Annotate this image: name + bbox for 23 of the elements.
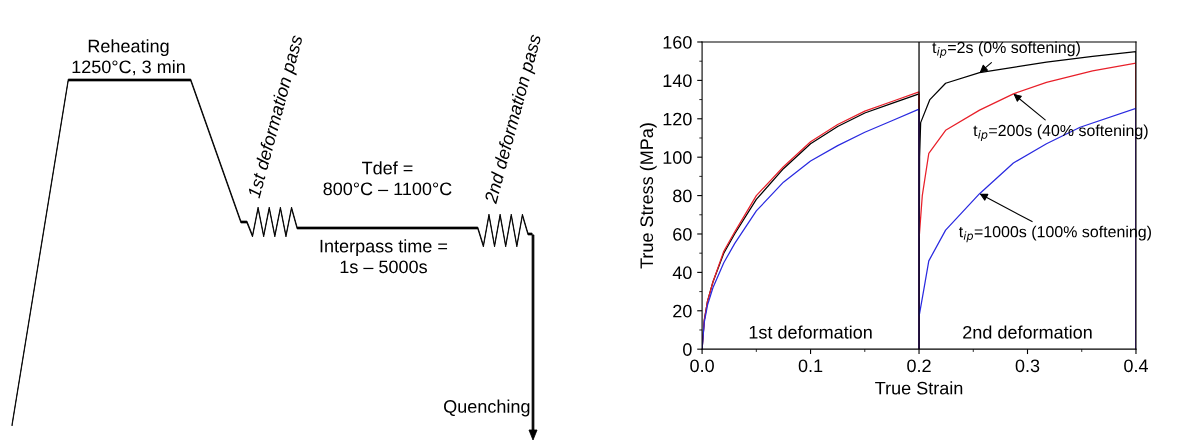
y-axis-title: True Stress (MPa) (639, 123, 657, 269)
x-tick-label: 0.3 (1015, 359, 1040, 373)
text: Tdef = 800°C – 1100°C (323, 161, 452, 196)
y-tick-label: 60 (673, 227, 692, 241)
annotation: t$_{ip}$=2s (0% softening) (932, 41, 1080, 58)
annotation: 1st deformation (749, 325, 872, 339)
y-tick-label: 40 (672, 266, 692, 280)
x-axis-title: True Strain (875, 381, 963, 395)
text: Interpass time = 1s – 5000s (320, 239, 448, 274)
x-tick-label: 0.1 (798, 359, 823, 373)
y-tick-label: 20 (673, 304, 692, 318)
text: Quenching (444, 399, 530, 417)
y-tick-label: 100 (663, 151, 692, 164)
annotation: 2nd deformation (963, 325, 1092, 339)
text: Reheating 1250°C, 3 min (72, 39, 185, 76)
x-tick-label: 0.0 (690, 359, 714, 373)
y-tick-label: 0 (683, 343, 692, 356)
x-tick-label: 0.4 (1124, 359, 1148, 373)
x-tick-label: 0.2 (907, 359, 931, 373)
y-tick-label: 160 (663, 35, 692, 49)
y-tick-label: 120 (663, 112, 692, 126)
y-tick-label: 140 (663, 74, 692, 88)
y-tick-label: 80 (673, 189, 692, 203)
